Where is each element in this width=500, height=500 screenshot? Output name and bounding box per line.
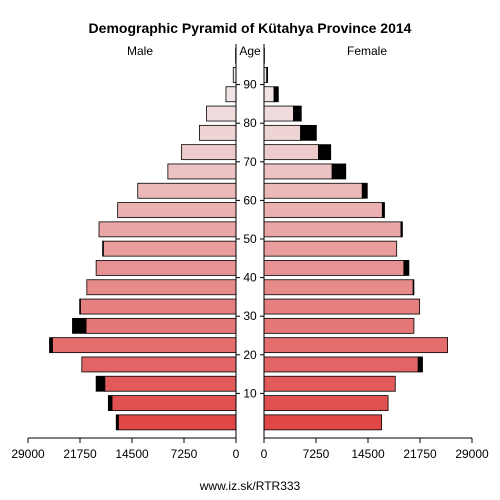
x-tick-label-female: 7250 [303, 447, 330, 461]
female-excess-70-74 [318, 144, 332, 161]
female-bar-50-54 [263, 221, 402, 238]
x-tick-label-male: 7250 [171, 447, 198, 461]
female-excess-40-44 [403, 260, 410, 276]
male-excess-5-9 [107, 395, 113, 411]
female-bar-55-59 [263, 202, 383, 218]
male-excess-45-49 [102, 240, 104, 257]
male-bar-15-19 [81, 356, 237, 373]
female-bar-40-44 [263, 260, 405, 276]
x-tick-label-male: 29000 [11, 447, 45, 461]
female-bar-80-84 [263, 105, 294, 122]
x-tick-label-female: 14500 [351, 447, 385, 461]
male-bar-70-74 [181, 144, 237, 161]
male-bar-65-69 [167, 163, 237, 180]
male-bar-55-59 [117, 202, 237, 218]
female-bar-85-89 [263, 86, 275, 103]
male-bar-60-64 [137, 182, 237, 199]
female-excess-35-39 [412, 279, 415, 296]
male-bar-40-44 [95, 260, 237, 276]
female-excess-90-94 [266, 67, 268, 83]
x-tick-label-female: 29000 [455, 447, 489, 461]
female-bar-0-4 [263, 414, 383, 431]
male-bar-5-9 [111, 395, 237, 411]
female-excess-75-79 [300, 124, 317, 141]
source-credit: www.iz.sk/RTR333 [199, 479, 301, 493]
x-axis-male: 29000 21750 14500 7250 0 [11, 438, 240, 461]
female-bar-60-64 [263, 182, 363, 199]
female-bar-20-24 [263, 337, 449, 354]
male-excess-25-29 [72, 317, 87, 334]
female-bar-70-74 [263, 144, 319, 161]
x-tick-label-female: 21750 [403, 447, 437, 461]
male-bar-10-14 [104, 375, 237, 392]
age-tick-label: 70 [243, 155, 257, 169]
age-tick-label: 50 [243, 232, 257, 246]
male-bar-45-49 [102, 240, 237, 257]
x-axis-female: 0 7250 14500 21750 29000 [261, 438, 489, 461]
female-excess-65-69 [331, 163, 347, 180]
male-bar-0-4 [117, 414, 237, 431]
age-axis: 10 20 30 40 50 60 70 80 90 [236, 78, 264, 400]
male-excess-0-4 [115, 414, 119, 431]
female-bar-30-34 [263, 298, 421, 315]
female-label: Female [347, 44, 387, 58]
female-excess-60-64 [361, 182, 368, 199]
male-bar-20-24 [51, 337, 237, 354]
male-bar-30-34 [79, 298, 237, 315]
female-bar-65-69 [263, 163, 333, 180]
male-excess-10-14 [95, 375, 106, 392]
female-excess-80-84 [293, 105, 302, 122]
male-bar-75-79 [199, 124, 237, 141]
age-tick-label: 90 [243, 78, 257, 92]
male-bar-35-39 [86, 279, 237, 296]
female-bar-35-39 [263, 279, 414, 296]
male-bar-85-89 [225, 86, 237, 103]
age-label: Age [239, 44, 261, 58]
x-tick-label-female: 0 [261, 447, 268, 461]
male-bar-25-29 [85, 317, 237, 334]
male-excess-20-24 [49, 337, 53, 354]
female-bar-10-14 [263, 375, 396, 392]
age-tick-label: 40 [243, 271, 257, 285]
chart-title: Demographic Pyramid of Kütahya Province … [89, 20, 412, 36]
male-excess-30-34 [79, 298, 81, 315]
male-bar-80-84 [206, 105, 237, 122]
female-excess-50-54 [400, 221, 403, 238]
female-bars [263, 47, 449, 431]
female-bar-25-29 [263, 317, 415, 334]
age-tick-label: 80 [243, 116, 257, 130]
female-bar-15-19 [263, 356, 419, 373]
female-excess-15-19 [417, 356, 423, 373]
age-tick-label: 10 [243, 386, 257, 400]
age-tick-label: 60 [243, 193, 257, 207]
x-tick-label-male: 21750 [63, 447, 97, 461]
male-bars [49, 47, 237, 431]
female-excess-55-59 [381, 202, 385, 218]
x-tick-label-male: 0 [233, 447, 240, 461]
female-bar-75-79 [263, 124, 301, 141]
x-tick-label-male: 14500 [115, 447, 149, 461]
male-label: Male [127, 44, 153, 58]
female-bar-5-9 [263, 395, 389, 411]
female-bar-45-49 [263, 240, 398, 257]
age-tick-label: 20 [243, 348, 257, 362]
age-tick-label: 30 [243, 309, 257, 323]
male-bar-50-54 [98, 221, 237, 238]
female-excess-85-89 [273, 86, 279, 103]
